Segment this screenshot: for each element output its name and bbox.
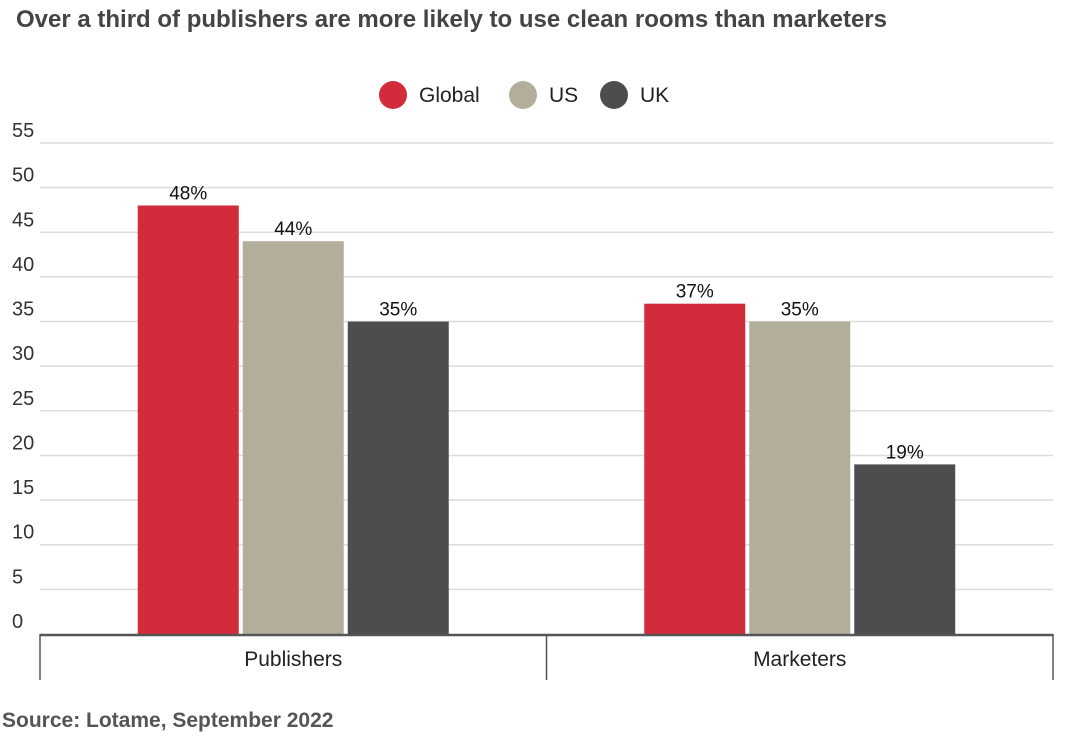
value-label: 35% bbox=[781, 300, 819, 321]
y-tick-label: 15 bbox=[12, 477, 34, 499]
bar-global-marketers bbox=[644, 303, 746, 634]
value-label: 19% bbox=[886, 442, 924, 463]
chart-title: Over a third of publishers are more like… bbox=[16, 6, 887, 33]
y-tick-label: 50 bbox=[12, 165, 34, 187]
y-tick-label: 55 bbox=[12, 120, 34, 142]
y-tick-label: 30 bbox=[12, 343, 34, 365]
y-tick-label: 5 bbox=[12, 566, 23, 588]
y-tick-label: 45 bbox=[12, 209, 34, 231]
legend-label-global: Global bbox=[419, 84, 480, 107]
bar-uk-marketers bbox=[854, 464, 956, 634]
y-tick-label: 25 bbox=[12, 388, 34, 410]
legend-label-uk: UK bbox=[640, 84, 669, 107]
y-axis-ticks: 0 5 10 15 20 25 30 35 40 45 50 55 bbox=[12, 120, 34, 633]
legend-swatch-us bbox=[509, 81, 537, 109]
bar-us-publishers bbox=[242, 241, 344, 634]
x-category-label: Publishers bbox=[244, 648, 342, 671]
bar-us-marketers bbox=[749, 321, 851, 634]
value-label: 48% bbox=[169, 183, 207, 204]
y-tick-label: 0 bbox=[12, 611, 23, 633]
bars bbox=[137, 205, 956, 634]
legend-swatch-uk bbox=[600, 81, 628, 109]
legend-label-us: US bbox=[549, 84, 578, 107]
x-axis: Publishers Marketers bbox=[39, 633, 1054, 680]
legend-swatch-global bbox=[379, 81, 407, 109]
y-tick-label: 40 bbox=[12, 254, 34, 276]
y-tick-label: 10 bbox=[12, 522, 34, 544]
value-label: 44% bbox=[274, 219, 312, 240]
y-tick-label: 20 bbox=[12, 432, 34, 454]
value-labels: 48% 44% 35% 37% 35% 19% bbox=[169, 183, 924, 463]
value-label: 37% bbox=[676, 282, 714, 303]
y-tick-label: 35 bbox=[12, 299, 34, 321]
legend: Global US UK bbox=[379, 81, 669, 109]
x-category-label: Marketers bbox=[753, 648, 846, 671]
bar-uk-publishers bbox=[347, 321, 449, 634]
source-note: Source: Lotame, September 2022 bbox=[2, 709, 334, 732]
bar-global-publishers bbox=[137, 205, 239, 634]
value-label: 35% bbox=[379, 300, 417, 321]
